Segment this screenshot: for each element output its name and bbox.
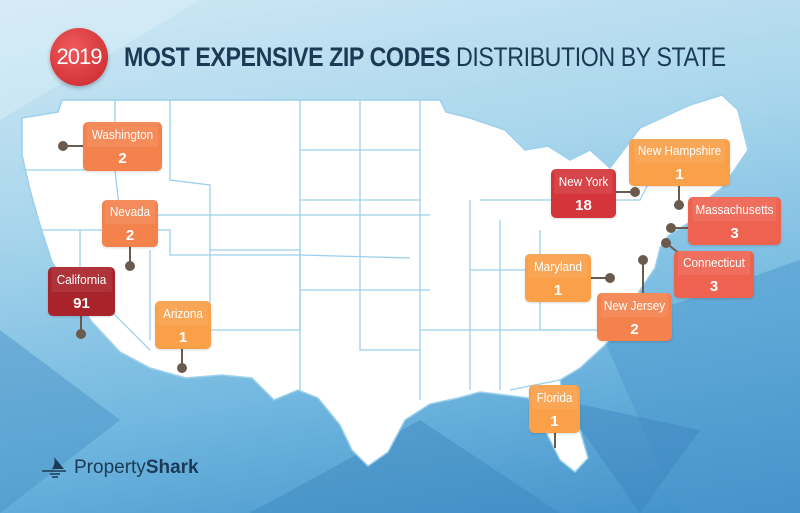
label-new-jersey: New Jersey 2 [597, 293, 672, 341]
shark-fin-icon [42, 457, 66, 478]
brand-bold: Shark [145, 457, 199, 478]
pin-connecticut [661, 238, 671, 248]
pin-new-hampshire [674, 200, 684, 210]
label-new-york: New York 18 [551, 169, 616, 218]
label-washington: Washington 2 [83, 122, 162, 171]
title-bold: MOST EXPENSIVE ZIP CODES [124, 41, 451, 72]
label-new-hampshire: New Hampshire 1 [629, 139, 730, 186]
label-california: California 91 [48, 267, 115, 316]
page-title: MOST EXPENSIVE ZIP CODES DISTRIBUTION BY… [124, 42, 726, 73]
pin-california [76, 329, 86, 339]
year-badge: 2019 [50, 28, 108, 86]
pin-nevada [125, 261, 135, 271]
title-light: DISTRIBUTION BY STATE [456, 41, 726, 72]
brand-light: Property [74, 457, 146, 478]
pin-maryland [605, 273, 615, 283]
pin-new-york [630, 187, 640, 197]
header: 2019 MOST EXPENSIVE ZIP CODES DISTRIBUTI… [50, 28, 800, 86]
label-florida: Florida 1 [529, 385, 580, 433]
label-arizona: Arizona 1 [155, 301, 211, 349]
propertyshark-logo: PropertyShark [40, 453, 199, 483]
label-maryland: Maryland 1 [525, 254, 591, 302]
label-connecticut: Connecticut 3 [674, 251, 754, 298]
label-massachusetts: Massachusetts 3 [688, 197, 781, 245]
label-nevada: Nevada 2 [102, 200, 158, 247]
pin-massachusetts [666, 223, 676, 233]
pin-washington [58, 141, 68, 151]
pin-new-jersey [638, 255, 648, 265]
pin-arizona [177, 363, 187, 373]
